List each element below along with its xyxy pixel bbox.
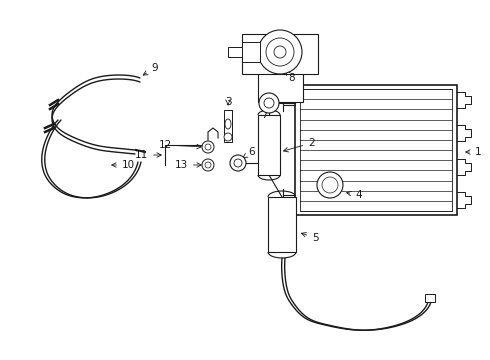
Bar (295, 85, 457, 215)
Text: 9: 9 (143, 63, 158, 75)
Text: 7: 7 (261, 109, 271, 120)
Circle shape (202, 159, 214, 171)
Circle shape (259, 93, 279, 113)
Text: 1: 1 (466, 147, 482, 157)
Text: 8: 8 (286, 71, 295, 83)
Text: 6: 6 (243, 147, 255, 158)
Text: 2: 2 (284, 138, 315, 152)
Circle shape (317, 172, 343, 198)
Circle shape (224, 133, 232, 141)
Circle shape (205, 162, 211, 168)
Ellipse shape (225, 119, 231, 129)
Bar (242, 34, 318, 74)
Circle shape (258, 30, 302, 74)
Bar (258, 115, 280, 175)
Circle shape (202, 141, 214, 153)
Bar (268, 197, 296, 252)
Bar (258, 72, 303, 102)
Circle shape (234, 159, 242, 167)
Circle shape (264, 98, 274, 108)
Circle shape (205, 144, 211, 150)
Circle shape (266, 38, 294, 66)
Circle shape (274, 46, 286, 58)
Bar (228, 47, 242, 57)
Text: 5: 5 (301, 233, 319, 243)
Circle shape (230, 155, 246, 171)
Text: 13: 13 (175, 160, 201, 170)
Text: 4: 4 (346, 190, 362, 200)
Bar (300, 89, 452, 211)
Bar (242, 42, 260, 62)
Text: 11: 11 (135, 150, 161, 160)
Text: 3: 3 (225, 97, 231, 107)
Text: 12: 12 (159, 140, 201, 150)
Text: 10: 10 (112, 160, 135, 170)
Bar (224, 110, 232, 142)
Circle shape (322, 177, 338, 193)
Bar (425, 294, 435, 302)
